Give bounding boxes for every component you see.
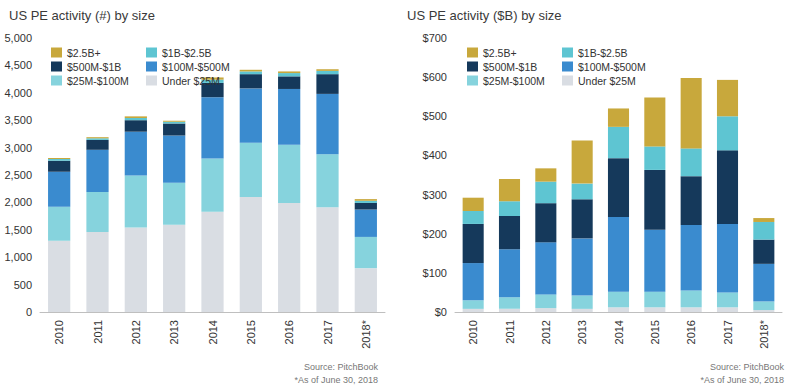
svg-text:4,000: 4,000 [4,87,32,99]
svg-text:*As of June 30, 2018: *As of June 30, 2018 [700,375,784,385]
svg-text:US PE activity (#) by size: US PE activity (#) by size [9,8,155,23]
svg-text:2013: 2013 [168,320,180,344]
svg-text:2014: 2014 [207,320,219,344]
svg-text:2016: 2016 [283,320,295,344]
svg-text:$100M-$500M: $100M-$500M [578,61,646,73]
svg-text:$100M-$500M: $100M-$500M [162,61,230,73]
svg-text:3,500: 3,500 [4,114,32,126]
svg-text:2,500: 2,500 [4,169,32,181]
svg-text:2015: 2015 [649,320,661,344]
svg-text:$500M-$1B: $500M-$1B [483,61,537,73]
svg-text:$25M-$100M: $25M-$100M [483,75,545,87]
svg-text:1,500: 1,500 [4,224,32,236]
svg-text:2012: 2012 [130,320,142,344]
svg-text:$600: $600 [423,71,447,83]
svg-text:$400: $400 [423,149,447,161]
svg-text:5,000: 5,000 [4,32,32,44]
svg-text:2016: 2016 [685,320,697,344]
svg-text:2011: 2011 [504,320,516,344]
svg-text:2,000: 2,000 [4,196,32,208]
svg-text:$100: $100 [423,267,447,279]
svg-text:Under $25M: Under $25M [578,75,636,87]
svg-text:2017: 2017 [322,320,334,344]
svg-text:$300: $300 [423,189,447,201]
svg-text:2014: 2014 [613,320,625,344]
svg-text:2011: 2011 [92,320,104,344]
svg-text:0: 0 [26,306,32,318]
svg-text:Source: PitchBook: Source: PitchBook [304,362,379,372]
svg-text:$2.5B+: $2.5B+ [483,47,517,59]
svg-text:$500: $500 [423,110,447,122]
svg-text:500: 500 [14,279,32,291]
svg-text:2017: 2017 [722,320,734,344]
svg-text:1,000: 1,000 [4,251,32,263]
svg-text:2018*: 2018* [758,319,770,348]
svg-text:Under $25M: Under $25M [162,75,220,87]
svg-text:4,500: 4,500 [4,59,32,71]
svg-text:*As of June 30, 2018: *As of June 30, 2018 [294,375,378,385]
svg-text:$700: $700 [423,32,447,44]
svg-text:$200: $200 [423,228,447,240]
svg-text:$0: $0 [435,306,447,318]
svg-text:$2.5B+: $2.5B+ [67,47,101,59]
svg-text:$1B-$2.5B: $1B-$2.5B [578,47,628,59]
svg-text:2018*: 2018* [360,319,372,348]
svg-text:US PE activity ($B) by size: US PE activity ($B) by size [407,8,562,23]
svg-text:2013: 2013 [576,320,588,344]
svg-text:3,000: 3,000 [4,142,32,154]
svg-text:$25M-$100M: $25M-$100M [67,75,129,87]
svg-text:$500M-$1B: $500M-$1B [67,61,121,73]
svg-text:2010: 2010 [467,320,479,344]
svg-text:2015: 2015 [245,320,257,344]
svg-text:2012: 2012 [540,320,552,344]
svg-text:Source: PitchBook: Source: PitchBook [710,362,785,372]
svg-text:2010: 2010 [53,320,65,344]
svg-text:$1B-$2.5B: $1B-$2.5B [162,47,212,59]
